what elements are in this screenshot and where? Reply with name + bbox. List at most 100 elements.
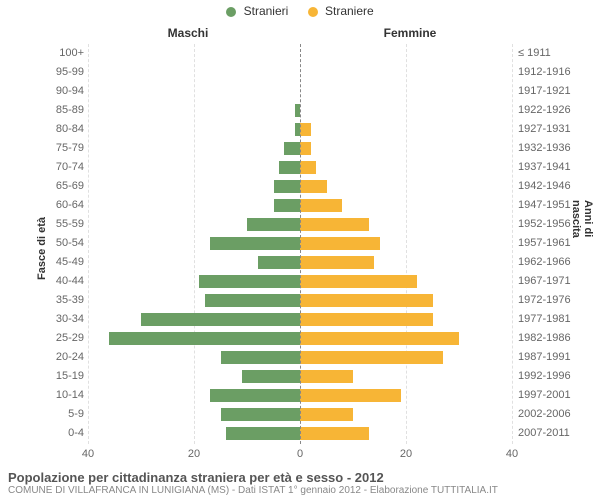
bar-female <box>300 275 417 288</box>
legend-item-female: Straniere <box>308 4 374 18</box>
bar-row-female <box>300 82 512 101</box>
birthyear-label: 1972-1976 <box>518 291 588 310</box>
bar-row-female <box>300 215 512 234</box>
age-label: 100+ <box>46 44 84 63</box>
bar-male <box>274 199 301 212</box>
age-label: 20-24 <box>46 348 84 367</box>
age-label: 90-94 <box>46 82 84 101</box>
x-tick-label: 20 <box>400 448 412 460</box>
bar-row-female <box>300 310 512 329</box>
birthyear-label: 1967-1971 <box>518 272 588 291</box>
age-label: 55-59 <box>46 215 84 234</box>
bar-row-female <box>300 234 512 253</box>
plot-half-female <box>300 44 512 444</box>
bar-female <box>300 408 353 421</box>
bar-female <box>300 123 311 136</box>
column-title-left: Maschi <box>88 26 288 40</box>
age-label: 45-49 <box>46 253 84 272</box>
center-line <box>300 44 301 444</box>
bar-female <box>300 370 353 383</box>
birthyear-label: 1922-1926 <box>518 101 588 120</box>
bar-row-male <box>88 120 300 139</box>
birthyear-label: 1952-1956 <box>518 215 588 234</box>
x-tick-label: 40 <box>82 448 94 460</box>
age-label: 35-39 <box>46 291 84 310</box>
bar-row-female <box>300 405 512 424</box>
legend-swatch-female <box>308 7 318 17</box>
legend: Stranieri Straniere <box>0 4 600 18</box>
birthyear-label: 1917-1921 <box>518 82 588 101</box>
bar-row-female <box>300 158 512 177</box>
bar-row-female <box>300 367 512 386</box>
birthyear-label: 1912-1916 <box>518 63 588 82</box>
bar-male <box>210 237 300 250</box>
column-title-right: Femmine <box>310 26 510 40</box>
bar-row-male <box>88 310 300 329</box>
bar-row-male <box>88 272 300 291</box>
age-label: 50-54 <box>46 234 84 253</box>
bar-row-female <box>300 63 512 82</box>
bar-row-male <box>88 367 300 386</box>
bar-row-female <box>300 196 512 215</box>
bar-male <box>226 427 300 440</box>
bar-row-female <box>300 348 512 367</box>
bar-female <box>300 180 327 193</box>
x-tick-label: 0 <box>297 448 303 460</box>
bar-male <box>210 389 300 402</box>
age-label: 40-44 <box>46 272 84 291</box>
bar-female <box>300 142 311 155</box>
bar-row-male <box>88 196 300 215</box>
bar-male <box>279 161 300 174</box>
bar-female <box>300 294 433 307</box>
age-label: 10-14 <box>46 386 84 405</box>
bar-male <box>199 275 300 288</box>
bar-row-male <box>88 63 300 82</box>
age-label: 0-4 <box>46 424 84 443</box>
bar-row-male <box>88 348 300 367</box>
bar-row-male <box>88 158 300 177</box>
bar-row-male <box>88 82 300 101</box>
bar-female <box>300 218 369 231</box>
bar-row-male <box>88 234 300 253</box>
birthyear-label: 1977-1981 <box>518 310 588 329</box>
age-label: 65-69 <box>46 177 84 196</box>
chart-footer: Popolazione per cittadinanza straniera p… <box>8 470 592 496</box>
age-label: 75-79 <box>46 139 84 158</box>
bar-male <box>274 180 301 193</box>
birthyear-label: 1937-1941 <box>518 158 588 177</box>
age-label: 60-64 <box>46 196 84 215</box>
bar-row-female <box>300 177 512 196</box>
birthyear-label: 1947-1951 <box>518 196 588 215</box>
bar-female <box>300 427 369 440</box>
bar-row-male <box>88 139 300 158</box>
bar-row-female <box>300 253 512 272</box>
bar-female <box>300 199 342 212</box>
bar-row-male <box>88 386 300 405</box>
bar-male <box>247 218 300 231</box>
bar-row-female <box>300 139 512 158</box>
age-label: 85-89 <box>46 101 84 120</box>
chart-title: Popolazione per cittadinanza straniera p… <box>8 470 592 485</box>
birthyear-label: 1927-1931 <box>518 120 588 139</box>
birthyear-label: 1987-1991 <box>518 348 588 367</box>
plot-half-male <box>88 44 300 444</box>
bar-male <box>258 256 300 269</box>
bar-row-male <box>88 215 300 234</box>
bar-row-female <box>300 272 512 291</box>
age-label: 80-84 <box>46 120 84 139</box>
birthyear-label: 2002-2006 <box>518 405 588 424</box>
birthyear-label: 1932-1936 <box>518 139 588 158</box>
bar-row-female <box>300 424 512 443</box>
bar-male <box>221 408 301 421</box>
population-pyramid-chart: Stranieri Straniere Maschi Femmine Fasce… <box>0 0 600 500</box>
birthyear-label: 1982-1986 <box>518 329 588 348</box>
bar-row-female <box>300 386 512 405</box>
bar-row-female <box>300 120 512 139</box>
bar-row-female <box>300 44 512 63</box>
legend-label-female: Straniere <box>325 4 374 18</box>
bar-male <box>141 313 300 326</box>
bar-row-male <box>88 101 300 120</box>
birthyear-label: 1962-1966 <box>518 253 588 272</box>
bar-female <box>300 389 401 402</box>
bar-female <box>300 161 316 174</box>
